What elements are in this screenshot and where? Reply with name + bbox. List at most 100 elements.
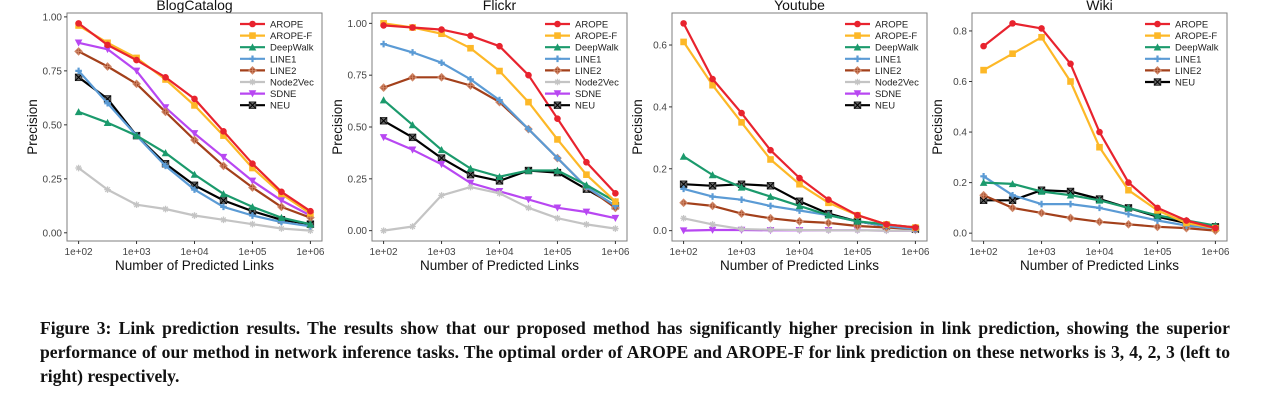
series-arope [380, 22, 619, 197]
chart-title: Wiki [1086, 0, 1112, 13]
legend-label: NEU [270, 101, 290, 112]
marker-legend-arope-f [1154, 32, 1161, 39]
marker-arope [307, 207, 314, 215]
legend-label: LINE1 [575, 54, 601, 65]
marker-line2 [74, 47, 83, 56]
y-axis-label: Precision [930, 99, 945, 155]
y-tick-label: 0.4 [953, 128, 967, 139]
chart-title: BlogCatalog [156, 0, 232, 13]
marker-arope [825, 196, 832, 204]
marker-line1 [409, 49, 416, 56]
marker-arope [409, 24, 416, 31]
chart-svg: Flickr 0.00 0.25 0.50 0.75 1.00 1e+02 1e+03 1e+0… [330, 0, 630, 273]
marker-arope [75, 20, 82, 27]
marker-neu-x [74, 73, 83, 81]
marker-legend-deepwalk [1153, 43, 1162, 51]
series-arope [680, 20, 919, 231]
y-tick-label: 0.2 [653, 164, 667, 175]
marker-neu-x [1008, 196, 1017, 204]
marker-legend-arope-f [854, 32, 861, 39]
marker-sdne [466, 179, 475, 187]
marker-neu-x [708, 182, 717, 190]
marker-arope [912, 224, 919, 231]
legend-item-sdne: SDNE [545, 89, 601, 100]
y-tick-label: 0.0 [953, 229, 967, 240]
marker-legend-arope [554, 20, 561, 28]
legend-label: DeepWalk [1175, 43, 1219, 54]
marker-legend-arope [1154, 20, 1161, 28]
y-tick-label: 0.50 [348, 123, 368, 134]
marker-line1 [709, 193, 716, 200]
series-deepwalk [74, 108, 315, 228]
marker-arope [1212, 224, 1219, 232]
marker-line2 [437, 72, 446, 82]
marker-arope-f [680, 38, 687, 46]
marker-line2 [379, 83, 388, 92]
marker-sdne [219, 153, 228, 162]
marker-sdne [553, 204, 562, 212]
marker-line1 [1038, 200, 1045, 208]
marker-deepwalk [306, 220, 315, 228]
x-tick-label: 1e+06 [901, 247, 930, 258]
marker-sdne [379, 134, 388, 142]
y-tick-label: 0.50 [43, 120, 63, 131]
y-axis-label: Precision [330, 99, 345, 155]
legend-label: SDNE [575, 89, 601, 100]
legend-label: AROPE-F [270, 31, 312, 42]
marker-deepwalk [1037, 187, 1046, 195]
marker-legend-deepwalk [248, 43, 257, 51]
marker-legend-line1 [854, 55, 861, 63]
marker-arope [380, 22, 387, 29]
legend-item-arope: AROPE [545, 20, 608, 31]
y-tick-label: 0.8 [953, 26, 967, 37]
x-tick-label: 1e+02 [370, 247, 399, 258]
marker-node2vec [278, 225, 285, 232]
marker-node2vec [220, 216, 227, 224]
marker-arope [612, 190, 619, 197]
marker-line2 [708, 201, 717, 211]
marker-arope-f [467, 44, 474, 52]
marker-node2vec [467, 183, 474, 191]
marker-deepwalk [248, 203, 257, 211]
marker-arope-f [1067, 78, 1074, 85]
marker-arope-f [525, 98, 532, 106]
marker-deepwalk [103, 118, 112, 126]
legend-item-line2: LINE2 [240, 66, 296, 77]
marker-sdne [277, 197, 286, 205]
marker-arope [104, 41, 111, 49]
chart-title: Flickr [483, 0, 517, 13]
marker-legend-sdne [248, 90, 257, 98]
legend-item-neu: NEU [240, 101, 290, 112]
marker-node2vec [767, 226, 774, 234]
marker-line2 [1124, 219, 1133, 229]
x-tick-label: 1e+06 [1201, 247, 1230, 258]
y-axis-label: Precision [630, 99, 645, 155]
marker-sdne [103, 45, 112, 54]
marker-arope [709, 75, 716, 83]
x-tick-label: 1e+05 [1143, 247, 1172, 258]
marker-deepwalk [582, 181, 591, 189]
marker-node2vec [825, 227, 832, 234]
y-tick-label: 0.25 [43, 174, 63, 185]
legend-item-line1: LINE1 [1145, 54, 1201, 65]
marker-node2vec [709, 221, 716, 228]
marker-arope [1125, 179, 1132, 186]
chart-blogcatalog: BlogCatalog 0.00 0.25 0.50 0.75 1.00 1e+02 1e+0… [20, 0, 325, 295]
legend-label: SDNE [875, 89, 901, 100]
series-line1 [380, 40, 619, 210]
marker-arope [133, 56, 140, 64]
marker-legend-node2vec [554, 78, 561, 86]
chart-svg: Youtube 0.0 0.2 0.4 0.6 1e+02 1e+03 1e+04 1e+05 1… [630, 0, 930, 273]
marker-legend-node2vec [249, 78, 256, 86]
marker-node2vec [554, 214, 561, 222]
marker-neu-x [219, 196, 228, 205]
series-line2 [979, 190, 1220, 236]
marker-arope [525, 71, 532, 79]
marker-line1 [438, 59, 445, 67]
legend: AROPEAROPE-FDeepWalkLINE1LINE2Node2VecSD… [845, 20, 919, 112]
x-tick-label: 1e+04 [785, 247, 814, 258]
chart-youtube: Youtube 0.0 0.2 0.4 0.6 1e+02 1e+03 1e+04 1e+05 1… [625, 0, 930, 295]
marker-deepwalk [737, 183, 746, 191]
marker-line2 [1095, 217, 1104, 227]
marker-line1 [220, 203, 227, 211]
